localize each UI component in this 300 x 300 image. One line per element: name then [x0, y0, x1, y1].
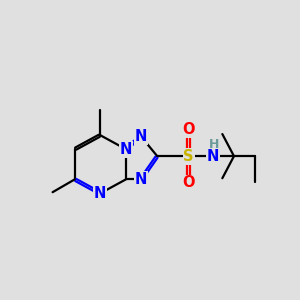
Text: N: N — [135, 172, 147, 187]
Text: N: N — [135, 129, 147, 144]
Text: N: N — [207, 148, 219, 164]
Text: H: H — [209, 138, 219, 151]
Text: O: O — [182, 122, 195, 137]
Text: O: O — [182, 176, 195, 190]
Text: N: N — [94, 186, 106, 201]
Text: N: N — [120, 142, 132, 157]
Text: S: S — [183, 148, 194, 164]
